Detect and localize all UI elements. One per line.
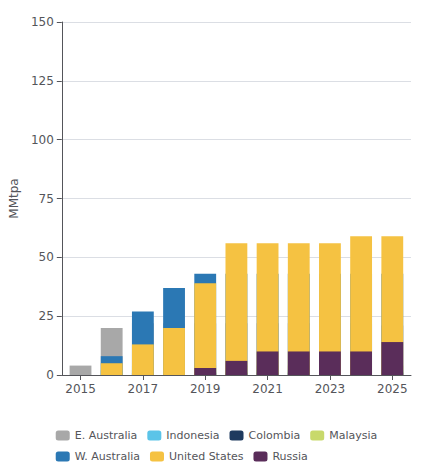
svg-text:2023: 2023 [315,382,346,396]
svg-text:125: 125 [31,74,54,88]
svg-text:75: 75 [39,192,54,206]
svg-text:United States: United States [169,450,244,463]
svg-text:E. Australia: E. Australia [75,429,138,442]
svg-text:2017: 2017 [128,382,159,396]
svg-text:2019: 2019 [190,382,221,396]
svg-text:Russia: Russia [272,450,307,463]
svg-text:2015: 2015 [65,382,96,396]
svg-text:Colombia: Colombia [249,429,301,442]
svg-text:25: 25 [39,309,54,323]
svg-text:100: 100 [31,133,54,147]
svg-text:2025: 2025 [377,382,408,396]
svg-text:MMtpa: MMtpa [7,178,21,218]
svg-text:50: 50 [39,250,54,264]
svg-text:Indonesia: Indonesia [166,429,219,442]
svg-text:Malaysia: Malaysia [329,429,377,442]
svg-text:W. Australia: W. Australia [75,450,140,463]
svg-text:2021: 2021 [252,382,283,396]
svg-text:0: 0 [46,368,54,382]
svg-text:150: 150 [31,15,54,29]
